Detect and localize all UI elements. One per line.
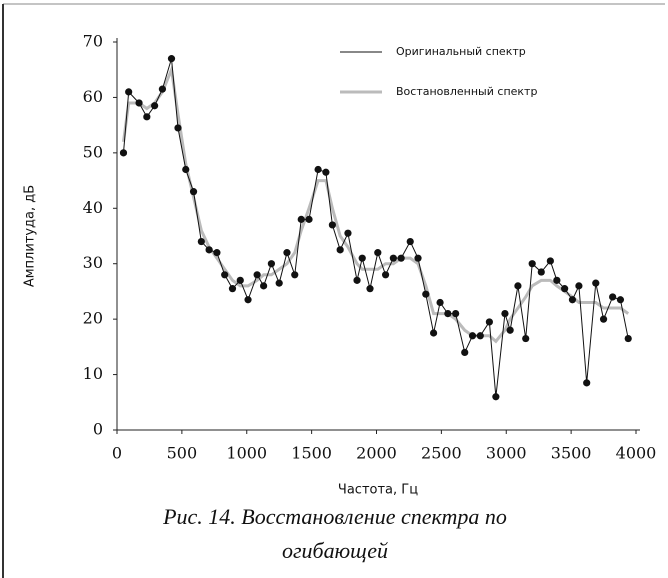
data-point <box>436 298 444 307</box>
data-point <box>143 113 151 121</box>
data-point <box>167 55 176 63</box>
data-point <box>492 393 500 401</box>
data-point <box>592 279 600 287</box>
x-axis-label: Частота, Гц <box>338 483 418 498</box>
data-point <box>389 254 397 262</box>
data-point <box>119 149 128 157</box>
data-point <box>158 85 167 93</box>
data-point <box>228 285 237 293</box>
x-tick-label: 500 <box>167 444 198 463</box>
data-point <box>353 276 361 284</box>
data-point <box>322 168 330 176</box>
caption: Рис. 14. Восстановление спектра по огиба… <box>163 504 507 563</box>
legend-label: Востановленный спектр <box>396 85 537 98</box>
data-point <box>182 165 190 174</box>
data-point <box>397 254 405 262</box>
data-point <box>125 88 133 96</box>
data-point <box>297 215 305 223</box>
data-point <box>197 237 205 246</box>
data-point <box>244 296 252 304</box>
series-line <box>122 58 629 397</box>
data-point <box>616 296 625 304</box>
data-point <box>514 282 522 290</box>
y-tick-label: 40 <box>83 198 103 217</box>
data-point <box>476 332 484 340</box>
legend-label: Оригинальный спектр <box>396 45 526 58</box>
data-point <box>546 257 554 265</box>
data-point <box>205 246 213 254</box>
x-tick-label: 2500 <box>421 444 462 463</box>
x-tick-label: 1500 <box>291 444 332 463</box>
data-point <box>260 282 268 290</box>
x-tick-label: 3000 <box>486 444 527 463</box>
data-point <box>461 348 469 356</box>
data-point <box>267 260 276 268</box>
data-point <box>452 310 460 318</box>
x-tick-label: 3500 <box>551 444 592 463</box>
data-point <box>328 221 336 229</box>
y-tick-label: 70 <box>83 32 103 51</box>
y-tick-label: 30 <box>83 253 103 272</box>
data-point <box>583 379 591 387</box>
data-point <box>221 271 229 279</box>
y-tick-label: 20 <box>83 309 103 328</box>
data-point <box>568 296 577 304</box>
data-point <box>366 285 374 293</box>
data-point <box>358 254 366 262</box>
data-point <box>609 293 617 301</box>
data-point <box>575 282 583 290</box>
data-point <box>522 334 530 343</box>
data-point <box>429 329 438 337</box>
data-point <box>506 326 514 334</box>
y-axis-label: Амплитуда, дБ <box>23 185 38 287</box>
data-point <box>561 285 569 293</box>
series-line <box>122 64 630 344</box>
data-point <box>253 271 261 279</box>
data-point <box>422 290 430 298</box>
data-point <box>275 279 283 287</box>
data-point <box>414 254 422 262</box>
data-point <box>624 334 632 343</box>
data-point <box>135 99 143 107</box>
data-point <box>344 229 352 237</box>
x-tick-label: 2000 <box>356 444 397 463</box>
data-point <box>406 237 414 246</box>
y-tick-label: 60 <box>83 87 103 106</box>
data-point <box>283 249 291 257</box>
y-tick-label: 50 <box>83 142 103 161</box>
data-point <box>236 276 244 284</box>
y-tick-label: 10 <box>83 364 103 383</box>
data-point <box>174 124 182 132</box>
data-point <box>291 271 299 279</box>
x-tick-label: 1000 <box>226 444 267 463</box>
data-point <box>305 215 313 223</box>
data-point <box>528 260 536 268</box>
x-tick-label: 4000 <box>616 444 657 463</box>
data-point <box>213 249 221 257</box>
y-tick-label: 0 <box>93 420 103 439</box>
data-point <box>537 268 545 276</box>
data-point <box>553 276 561 284</box>
data-point <box>444 310 452 318</box>
data-point <box>314 165 322 174</box>
data-point <box>485 318 493 326</box>
data-point <box>151 102 159 110</box>
data-point <box>189 188 198 196</box>
data-point <box>381 271 390 279</box>
data-point <box>599 315 608 323</box>
data-point <box>374 249 382 257</box>
data-point <box>468 332 477 340</box>
data-point <box>501 310 509 318</box>
data-point <box>336 246 344 254</box>
x-tick-label: 0 <box>112 444 122 463</box>
